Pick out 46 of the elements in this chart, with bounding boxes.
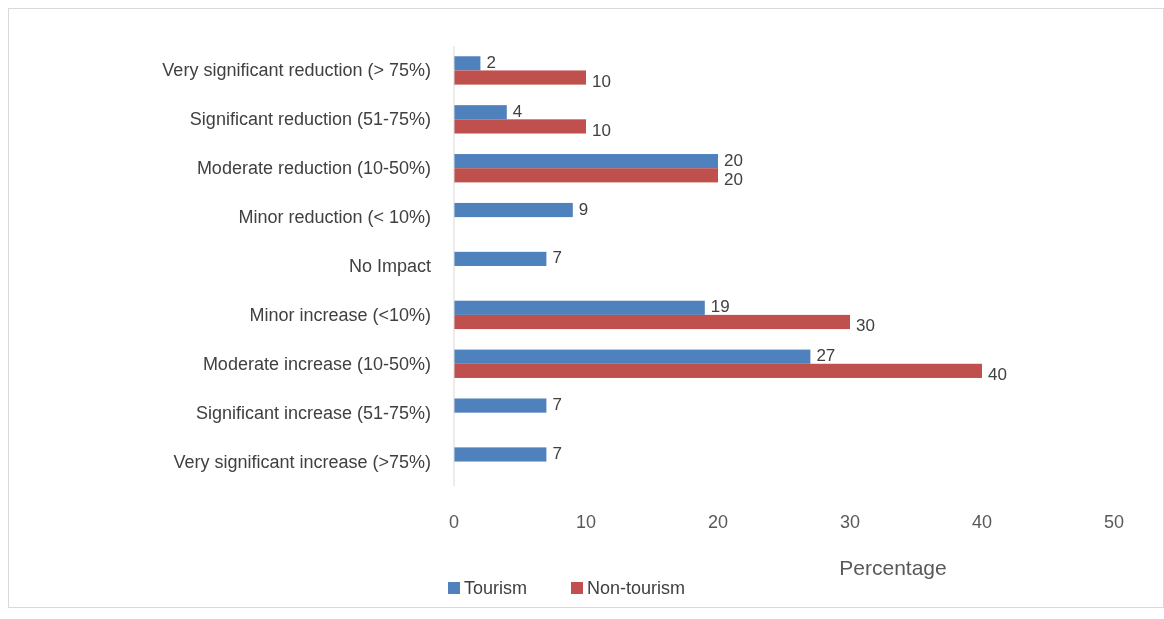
y-tick-label: Significant increase (51-75%) <box>195 402 431 423</box>
bar <box>454 105 507 120</box>
data-label: 4 <box>512 101 523 121</box>
y-tick-label: No Impact <box>348 256 431 276</box>
y-tick-label: Very significant increase (>75%) <box>173 451 431 472</box>
bar <box>454 349 811 364</box>
legend-label: Non-tourism <box>587 578 686 598</box>
data-label: 7 <box>552 248 562 268</box>
bar <box>454 202 573 218</box>
x-tick-label: 10 <box>575 512 597 532</box>
data-label: 2 <box>486 52 496 72</box>
bar <box>454 314 850 330</box>
y-tick-label: Very significant reduction (> 75%) <box>162 60 431 81</box>
x-tick-label: 40 <box>971 512 993 532</box>
bar <box>454 398 547 413</box>
x-axis-title: Percentage <box>839 556 947 579</box>
data-label: 7 <box>552 443 562 463</box>
x-tick-label: 30 <box>839 512 861 532</box>
bar <box>454 300 705 315</box>
bar <box>454 363 982 378</box>
x-tick-label: 20 <box>707 512 729 532</box>
x-tick-label: 0 <box>448 512 460 532</box>
data-label: 7 <box>552 395 562 415</box>
bar <box>454 56 481 71</box>
data-label: 10 <box>592 72 611 92</box>
data-label: 19 <box>710 297 730 317</box>
data-label: 40 <box>988 365 1007 385</box>
data-label: 9 <box>578 199 589 219</box>
y-tick-label: Significant reduction (51-75%) <box>189 109 431 130</box>
bar <box>454 447 547 462</box>
bar <box>454 168 718 183</box>
y-tick-label: Moderate increase (10-50%) <box>202 353 431 374</box>
x-tick-label: 50 <box>1103 512 1125 532</box>
bar <box>454 119 586 134</box>
data-label: 27 <box>816 346 836 366</box>
bar <box>454 251 547 266</box>
data-label: 20 <box>724 169 743 189</box>
data-label: 20 <box>724 150 743 170</box>
bar <box>454 70 586 85</box>
y-tick-label: Minor reduction (< 10%) <box>238 207 431 228</box>
data-label: 10 <box>592 120 611 140</box>
y-tick-label: Minor increase (<10%) <box>249 304 431 325</box>
bar <box>454 154 718 169</box>
y-tick-label: Moderate reduction (10-50%) <box>196 158 431 179</box>
data-label: 30 <box>856 316 875 336</box>
legend-label: Tourism <box>464 578 528 598</box>
